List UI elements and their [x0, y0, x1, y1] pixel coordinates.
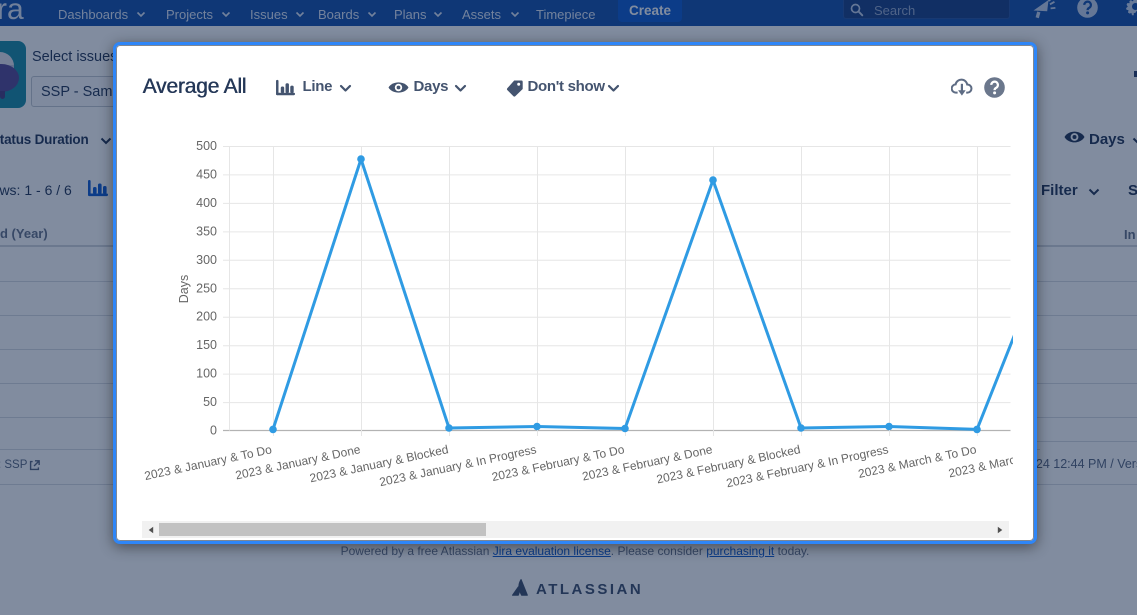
svg-text:Days: Days [177, 275, 191, 303]
svg-text:300: 300 [196, 253, 217, 267]
svg-text:400: 400 [196, 196, 217, 210]
svg-text:50: 50 [203, 395, 217, 409]
svg-text:0: 0 [210, 424, 217, 438]
svg-text:200: 200 [196, 310, 217, 324]
svg-text:250: 250 [196, 281, 217, 295]
svg-text:450: 450 [196, 168, 217, 182]
svg-text:500: 500 [196, 139, 217, 153]
svg-text:150: 150 [196, 338, 217, 352]
svg-text:350: 350 [196, 224, 217, 238]
svg-text:100: 100 [196, 367, 217, 381]
